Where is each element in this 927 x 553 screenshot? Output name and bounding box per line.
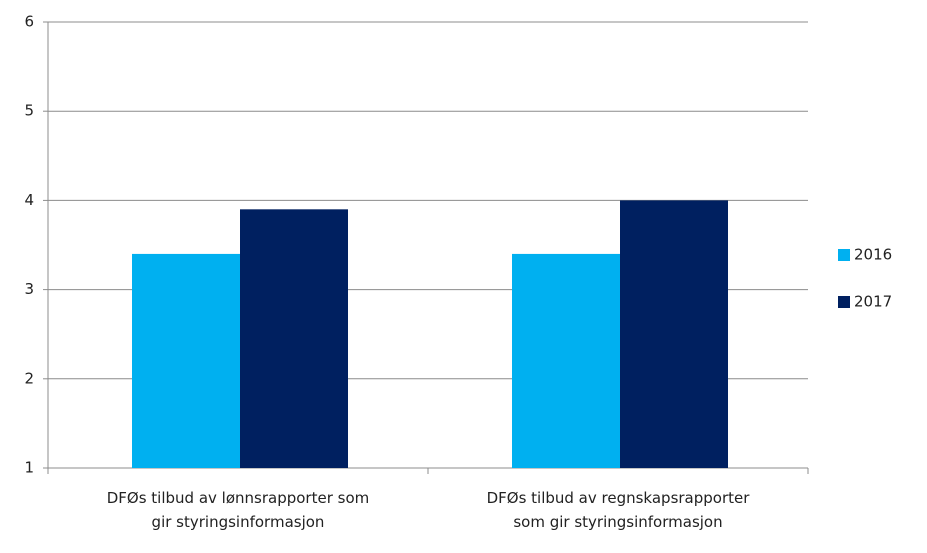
- y-tick-label: 2: [24, 369, 34, 387]
- y-tick-label: 4: [24, 191, 34, 209]
- y-tick-label: 1: [24, 459, 34, 477]
- y-tick-label: 5: [24, 102, 34, 120]
- bar: [132, 253, 240, 468]
- legend-swatch: [838, 296, 850, 308]
- y-tick-label: 6: [24, 13, 34, 31]
- bar: [240, 209, 348, 468]
- y-tick-label: 3: [24, 280, 34, 298]
- bar: [620, 200, 728, 468]
- x-tick-label: DFØs tilbud av lønnsrapporter som gir sty…: [107, 489, 370, 531]
- x-tick-label: DFØs tilbud av regnskapsrapporter som gir…: [487, 489, 751, 531]
- legend-label: 2016: [854, 246, 892, 264]
- bar: [512, 253, 620, 468]
- legend-swatch: [838, 249, 850, 261]
- legend-label: 2017: [854, 293, 892, 311]
